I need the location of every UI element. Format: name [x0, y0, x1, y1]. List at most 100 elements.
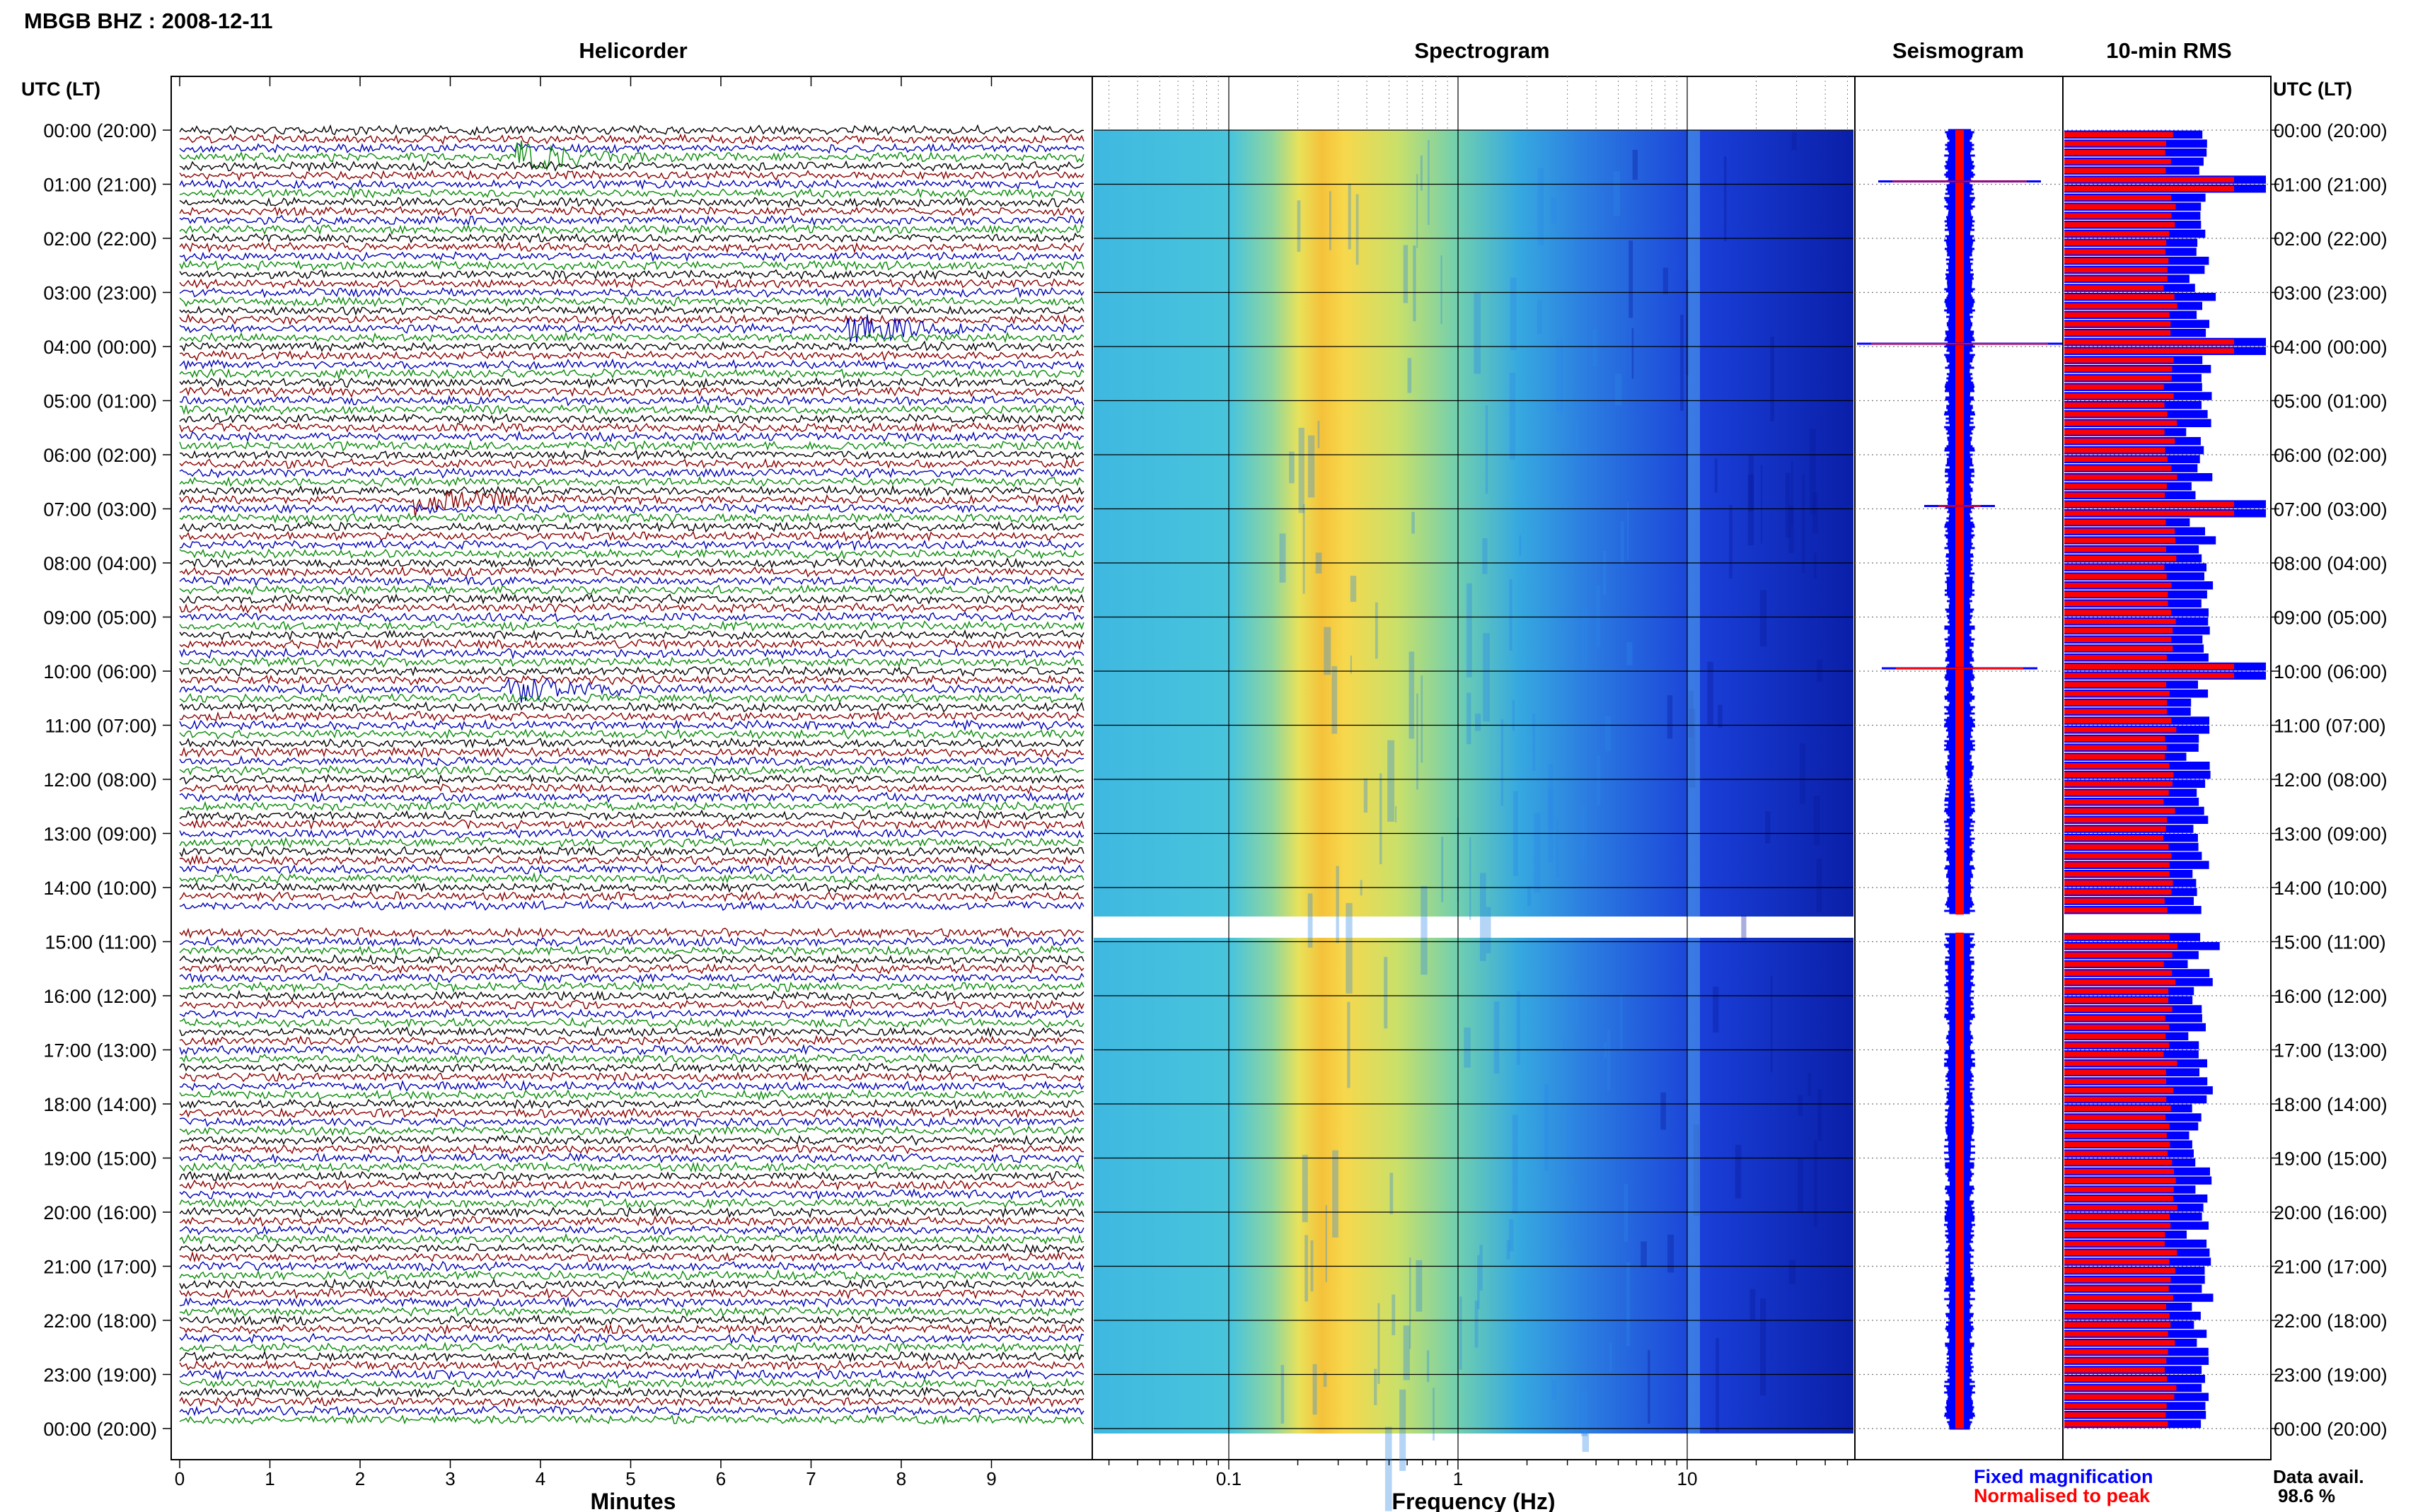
rms-bar-normalised: [2064, 709, 2168, 714]
rms-bar-normalised: [2064, 348, 2234, 354]
helicorder-trace: [179, 989, 1084, 1002]
helicorder-trace: [179, 223, 1084, 236]
spectrogram-band: [1687, 130, 1700, 917]
spectrogram-streak: [1493, 1001, 1500, 1074]
helicorder-trace: [179, 709, 1084, 723]
spectrogram-streak: [1568, 973, 1571, 1021]
time-label-left: 16:00 (12:00): [43, 986, 157, 1007]
spectrogram-streak: [1512, 1115, 1518, 1214]
spectrogram-streak: [1729, 505, 1732, 578]
helicorder-trace: [179, 936, 1084, 948]
spectrogram-streak: [1474, 1301, 1479, 1348]
spectrogram-streak: [1810, 429, 1816, 515]
spectrogram-streak: [1624, 1184, 1629, 1242]
spectrogram-streak: [1566, 1107, 1574, 1172]
helicorder-trace: [179, 412, 1084, 424]
rms-bar-normalised: [2064, 1304, 2166, 1310]
helicorder-trace: [179, 1260, 1084, 1273]
spectrogram-streak: [1389, 1173, 1394, 1214]
spectrogram-streak: [1747, 474, 1754, 546]
rms-bar-normalised: [2064, 1322, 2171, 1327]
helicorder-trace: [179, 368, 1084, 380]
spectrogram-streak: [1416, 1260, 1423, 1312]
rms-bar-normalised: [2064, 1277, 2171, 1283]
time-label-right: 10:00 (06:00): [2274, 661, 2388, 682]
time-label-right: 06:00 (02:00): [2274, 445, 2388, 466]
rms-bar-normalised: [2064, 375, 2172, 381]
rms-bar-normalised: [2064, 1358, 2167, 1363]
spectrogram-streak: [1544, 1083, 1549, 1171]
helicorder-trace: [179, 385, 1084, 398]
spectrogram-streak: [1509, 578, 1512, 651]
helicorder-trace: [179, 1342, 1084, 1354]
spectrogram-streak: [1323, 1372, 1327, 1387]
spectrogram-streak: [1399, 1389, 1406, 1471]
helicorder-trace: [179, 1414, 1084, 1426]
time-label-left: 20:00 (16:00): [43, 1202, 157, 1223]
helicorder-trace: [179, 457, 1084, 470]
rms-bar-normalised: [2064, 817, 2168, 822]
spectrogram-streak: [1581, 1390, 1587, 1436]
spectrogram-streak: [1613, 171, 1620, 216]
rms-bar-normalised: [2064, 158, 2171, 165]
spectrogram-streak: [1582, 1431, 1590, 1453]
helicorder-trace: [179, 358, 1084, 371]
helicorder-trace: [179, 489, 1084, 518]
spectrogram-streak: [1302, 1154, 1308, 1223]
helicorder-trace: [179, 475, 1084, 488]
rms-bar-normalised: [2064, 1151, 2168, 1156]
rms-bar-normalised: [2064, 1367, 2165, 1373]
rms-bar-normalised: [2064, 646, 2173, 651]
spectrogram-streak: [1395, 806, 1397, 822]
rms-bar-normalised: [2064, 483, 2167, 489]
spectrogram-streak: [1307, 435, 1315, 498]
rms-bar-normalised: [2064, 438, 2175, 444]
rms-bar-normalised: [2064, 1078, 2166, 1084]
spectrogram-streak: [1384, 1426, 1392, 1511]
helicorder-trace: [179, 1242, 1084, 1254]
helicorder-trace: [179, 1314, 1084, 1327]
time-label-right: 17:00 (13:00): [2274, 1040, 2388, 1062]
rms-bar-normalised: [2064, 1177, 2176, 1183]
spectrogram-streak: [1510, 277, 1517, 350]
spectrogram-streak: [1509, 373, 1516, 460]
time-label-left: 01:00 (21:00): [43, 175, 157, 196]
helicorder-trace: [179, 845, 1084, 858]
rms-bar-normalised: [2064, 763, 2170, 769]
spectrogram-streak: [1592, 329, 1597, 366]
spectrogram-streak: [1482, 538, 1488, 574]
spectrogram-streak: [1759, 590, 1767, 646]
time-label-left: 06:00 (02:00): [43, 445, 157, 466]
x-axes: 0 1 2 3 4 5 6 7 8 9 0.1 1 10: [175, 76, 1849, 1489]
helicorder-trace: [179, 999, 1084, 1011]
rms-bar-normalised: [2064, 1105, 2171, 1111]
rms-bar-normalised: [2064, 1115, 2166, 1120]
rms-bar-normalised: [2064, 655, 2167, 661]
spectrogram-streak: [1440, 255, 1442, 325]
helicorder-trace: [179, 1161, 1084, 1173]
helicorder-trace: [179, 1152, 1084, 1165]
rms-bar-normalised: [2064, 1141, 2170, 1147]
spectrogram-streak: [1798, 1158, 1803, 1213]
spectrogram-streak: [1573, 419, 1579, 449]
helicorder-trace: [179, 313, 1084, 326]
helicorder-trace: [179, 1025, 1084, 1038]
rms-bar-normalised: [2064, 1196, 2174, 1202]
rms-bar-normalised: [2064, 285, 2164, 291]
helicorder-trace: [179, 250, 1084, 263]
spectrogram-streak: [1551, 197, 1557, 224]
spectrogram-streak: [1537, 300, 1542, 335]
helicorder-trace: [179, 809, 1084, 822]
time-label-right: 04:00 (00:00): [2274, 337, 2388, 358]
spectrogram-streak: [1807, 1072, 1812, 1097]
helicorder-trace: [179, 1386, 1084, 1399]
time-label-left: 21:00 (17:00): [43, 1257, 157, 1278]
spectrogram-streak: [1279, 533, 1286, 583]
spectrogram-streak: [1802, 474, 1805, 573]
spectrogram-xtick-label: 10: [1677, 1468, 1698, 1489]
helicorder-trace: [179, 677, 1084, 703]
helicorder-trace: [179, 160, 1084, 173]
helicorder-trace: [179, 656, 1084, 668]
rms-bar-normalised: [2064, 583, 2172, 588]
